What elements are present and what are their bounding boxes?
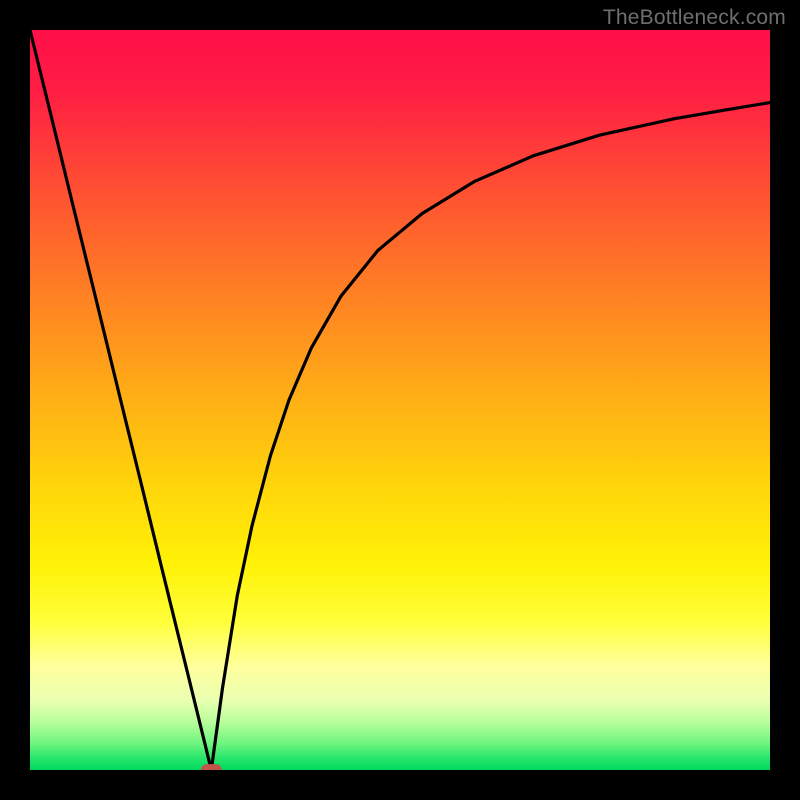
plot-area xyxy=(30,30,770,770)
chart-frame: TheBottleneck.com xyxy=(0,0,800,800)
watermark-text: TheBottleneck.com xyxy=(603,6,786,30)
plot-svg xyxy=(30,30,770,770)
minimum-marker xyxy=(201,764,222,770)
gradient-background xyxy=(30,30,770,770)
